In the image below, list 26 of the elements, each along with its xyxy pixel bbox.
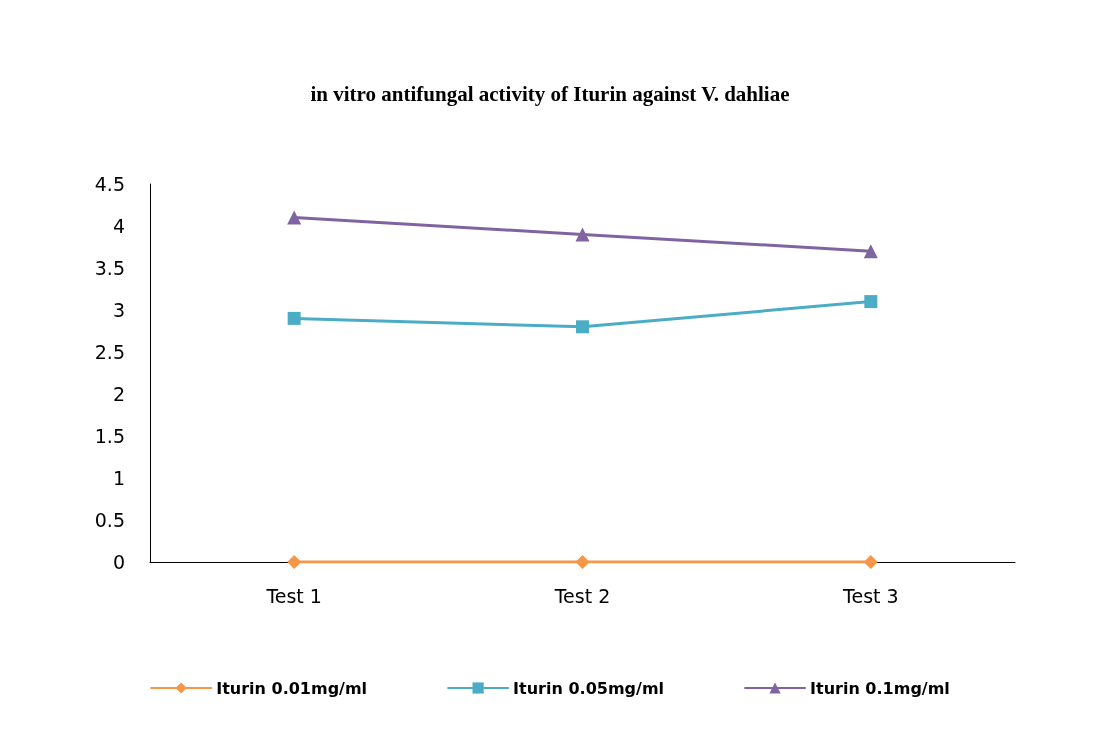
y-tick-label: 1 <box>112 467 125 489</box>
legend-label: Iturin 0.1mg/ml <box>810 678 950 698</box>
y-tick-label: 0 <box>112 551 125 573</box>
point <box>864 295 878 309</box>
point <box>575 227 590 242</box>
y-tick-label: 0.5 <box>94 509 125 531</box>
point <box>863 244 878 259</box>
y-tick-label: 3.5 <box>94 257 125 279</box>
point <box>287 555 302 569</box>
point <box>575 555 590 569</box>
y-tick-label: 4.5 <box>94 173 125 195</box>
point <box>863 555 878 569</box>
point <box>576 320 589 334</box>
y-tick-label: 2.5 <box>94 341 125 363</box>
x-tick-label: Test 2 <box>553 584 611 607</box>
x-tick-label: Test 3 <box>842 584 899 607</box>
x-tick-label: Test 1 <box>265 584 322 607</box>
y-tick-label: 3 <box>112 299 125 321</box>
point <box>287 210 302 225</box>
legend-label: Iturin 0.01mg/ml <box>216 678 368 698</box>
y-tick-label: 2 <box>112 383 125 405</box>
y-tick-label: 1.5 <box>94 425 125 447</box>
y-tick-label: 4 <box>112 215 125 237</box>
point <box>287 311 301 325</box>
chart-title: in vitro antifungal activity of Iturin against V. dahliae <box>310 81 790 106</box>
legend-label: Iturin 0.05mg/ml <box>513 678 665 698</box>
